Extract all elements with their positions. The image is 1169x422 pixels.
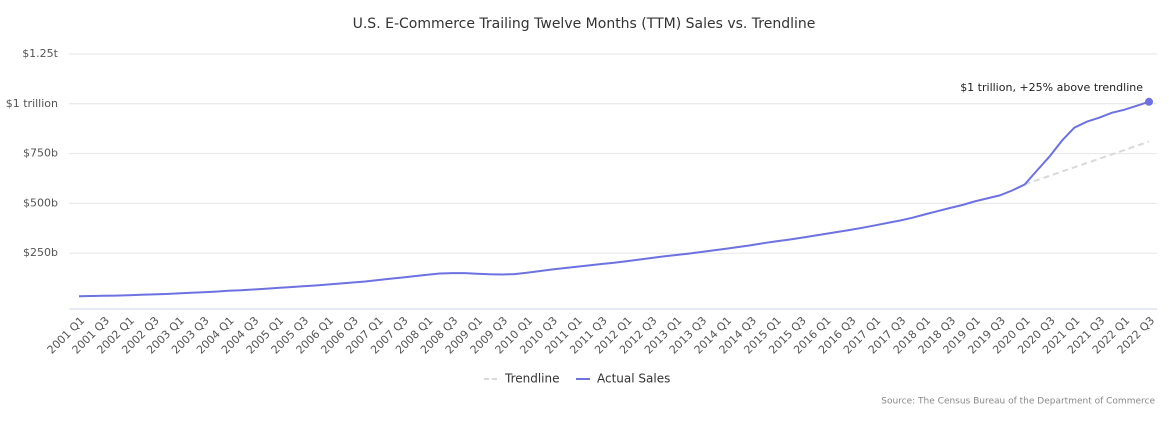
source: Source: The Census Bureau of the Departm… <box>881 397 1155 407</box>
legend-label: Actual Sales <box>597 372 670 386</box>
legend-label: Trendline <box>504 372 560 386</box>
y-tick-label: $1.25t <box>22 47 58 60</box>
annotation: $1 trillion, +25% above trendline <box>960 81 1143 94</box>
y-tick-label: $750b <box>23 147 58 160</box>
y-tick-label: $1 trillion <box>6 97 58 110</box>
end-point <box>1145 97 1153 106</box>
series-line <box>78 100 1150 298</box>
chart-title: U.S. E-Commerce Trailing Twelve Months (… <box>353 16 816 32</box>
series-line <box>1024 140 1150 186</box>
y-tick-label: $500b <box>23 196 58 209</box>
y-tick-label: $250b <box>23 246 58 259</box>
